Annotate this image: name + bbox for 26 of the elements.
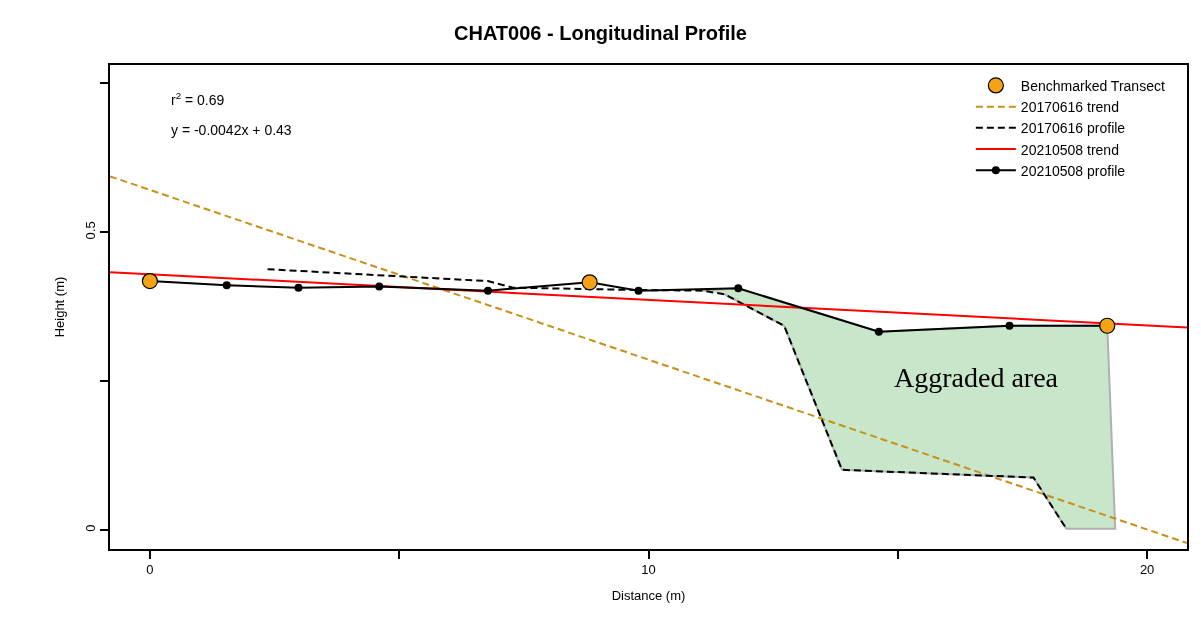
chart-title: CHAT006 - Longitudinal Profile xyxy=(454,21,747,44)
legend-label: 20210508 trend xyxy=(1020,141,1119,158)
annotation: r$^{2}$ = 0.69 xyxy=(171,90,225,108)
point xyxy=(734,284,743,293)
point xyxy=(634,286,643,295)
x-axis-title: Distance (m) xyxy=(611,588,686,604)
legend-label: 20170616 profile xyxy=(1020,120,1126,137)
annotation: Aggraded area xyxy=(894,362,1059,393)
point xyxy=(874,327,883,336)
point xyxy=(375,282,384,291)
x-tick-label: 0 xyxy=(146,562,154,578)
y-tick-label: 0.5 xyxy=(83,221,99,240)
annotation: y = -0.0042x + 0.43 xyxy=(171,122,292,138)
legend-label: Benchmarked Transect xyxy=(1020,77,1165,94)
point xyxy=(222,281,231,290)
x-tick-label: 20 xyxy=(1139,562,1155,578)
legend-label: 20170616 trend xyxy=(1020,99,1119,116)
point xyxy=(1005,321,1014,330)
point xyxy=(1099,317,1116,334)
y-axis-title: Height (m) xyxy=(52,276,68,338)
point xyxy=(483,286,492,295)
point xyxy=(581,274,598,291)
legend-label: 20210508 profile xyxy=(1020,162,1126,179)
x-tick-label: 10 xyxy=(641,562,656,578)
point xyxy=(141,273,158,290)
point xyxy=(294,283,303,292)
